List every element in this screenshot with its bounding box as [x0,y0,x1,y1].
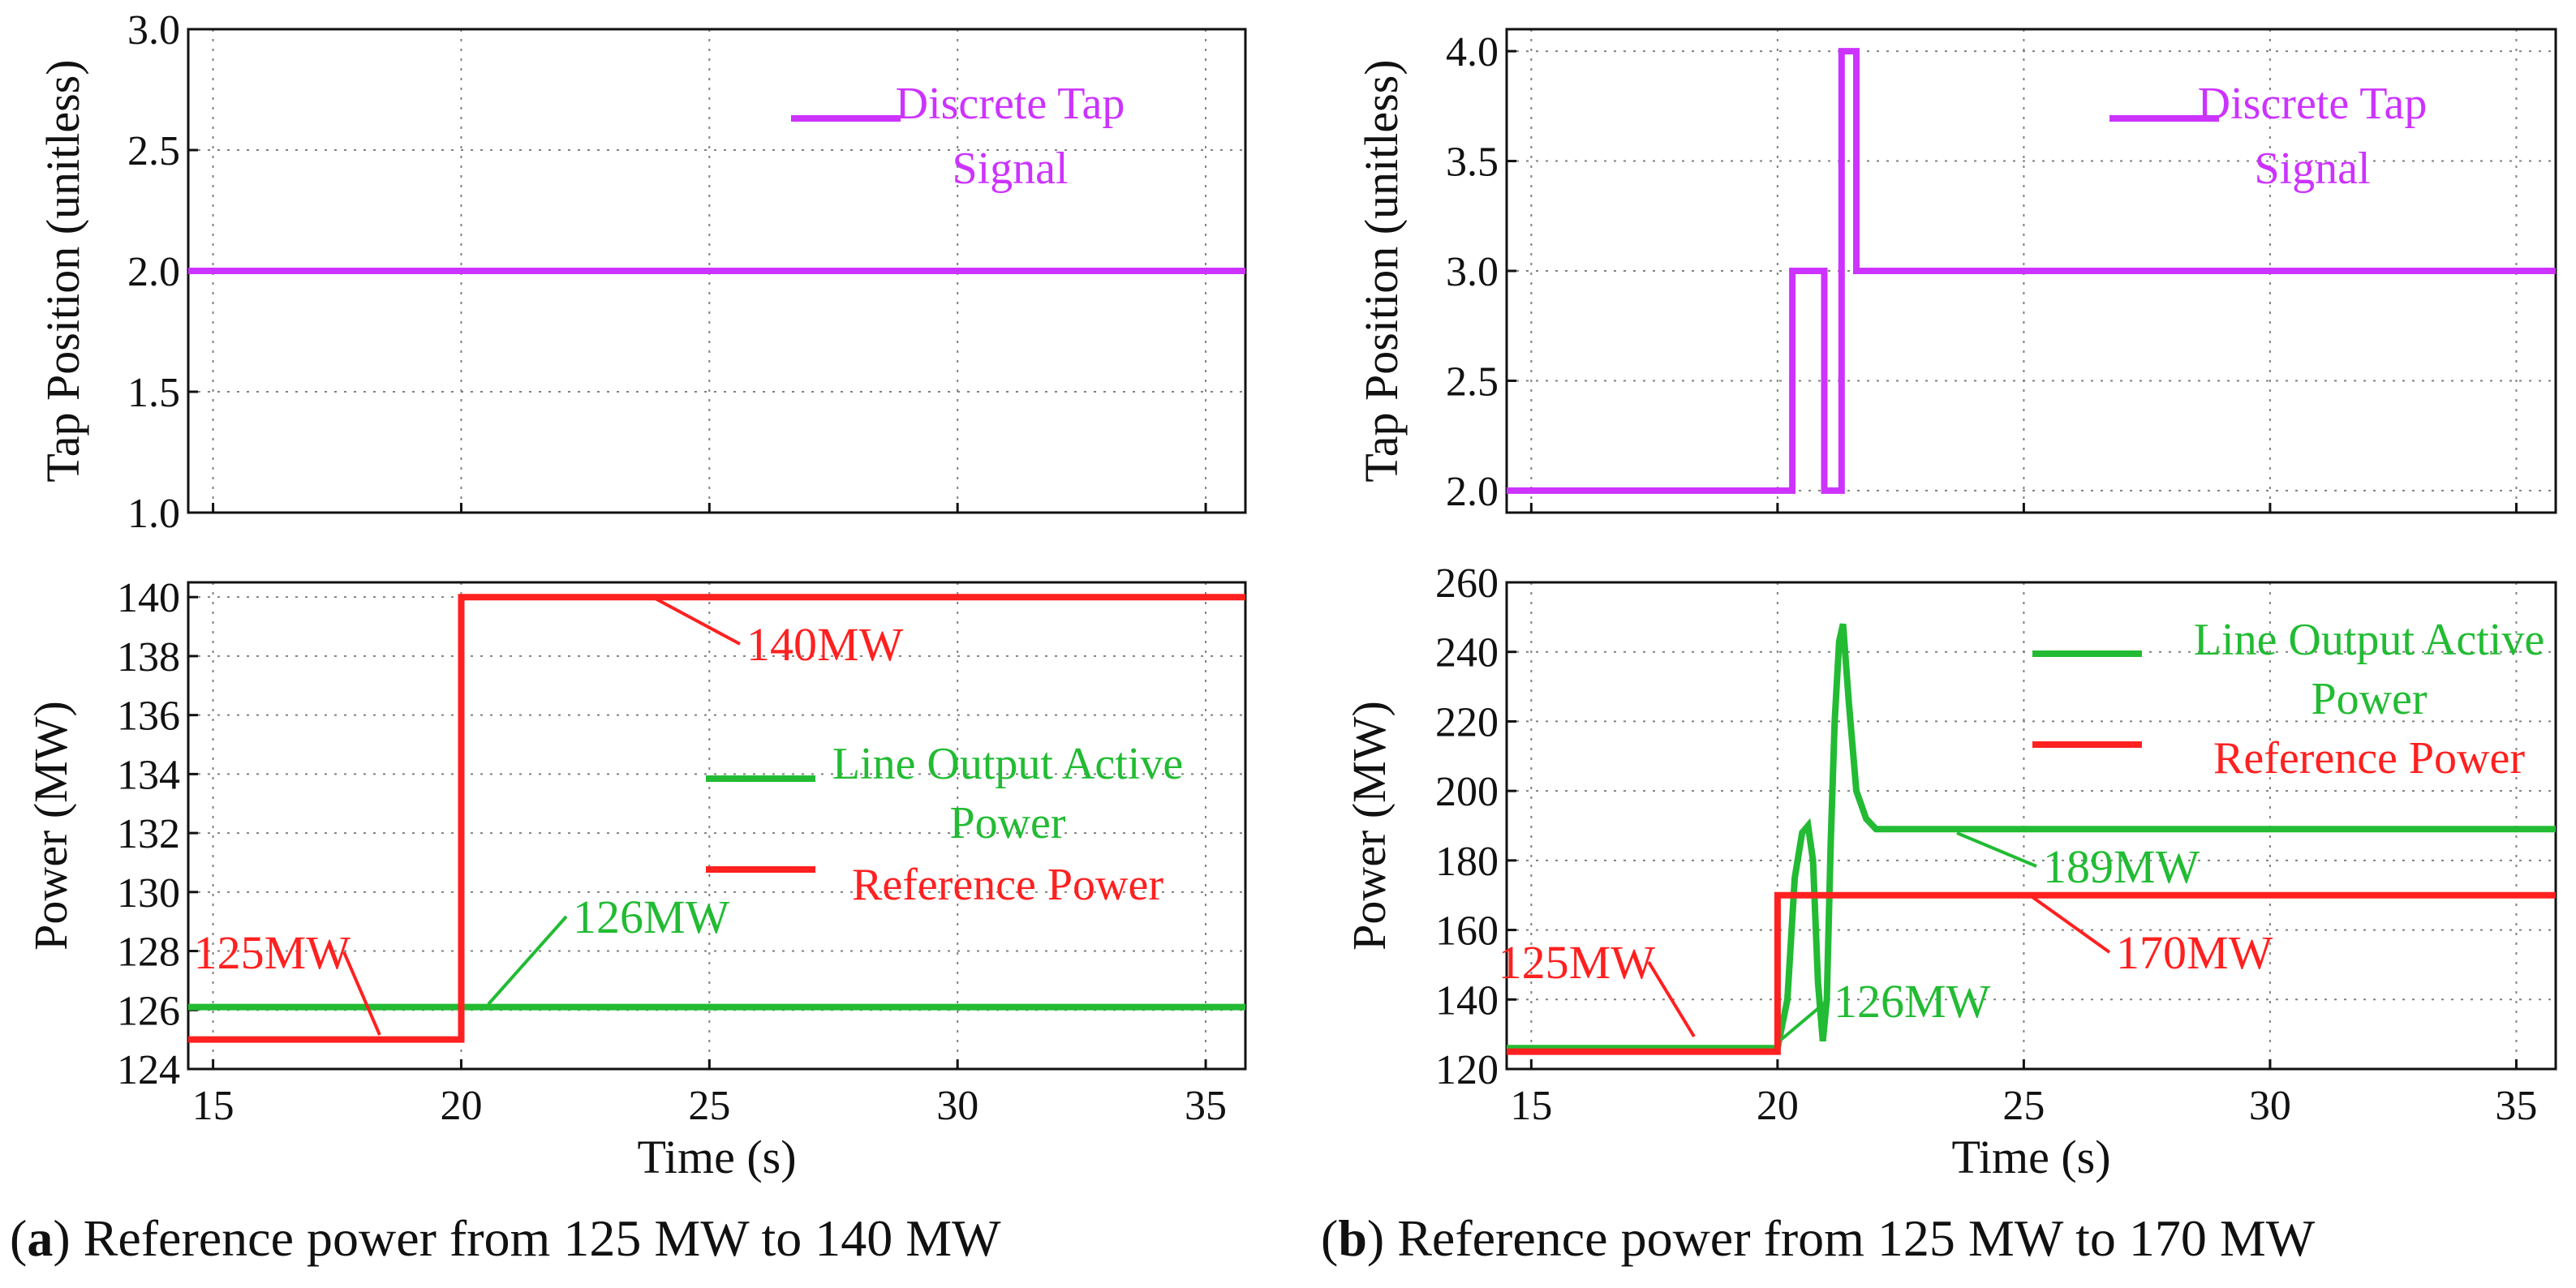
annotation-label: 125MW [1499,936,1656,989]
y-tick-label: 1.0 [127,491,180,537]
plot-frame [187,581,1247,1071]
y-tick-label: 160 [1435,908,1499,955]
annotation-leader [1779,999,1829,1041]
panel-a-tap-position: 1.0 1.5 2.0 2.5 3.0 Tap Position (unitless) Di… [37,7,1247,537]
legend-label: Discrete Tap [896,79,1125,129]
series-reference-power [188,594,1245,1043]
annotation-label: 125MW [194,926,351,979]
annotation-leader [487,915,568,1006]
panel-b-power: 120 140 160 180 200 220 240 260 15 20 25 30 35 Power … [1343,560,2557,1183]
y-tick-label: 124 [117,1047,180,1093]
annotation-leader [342,951,381,1036]
y-tick-label: 140 [117,575,180,621]
plot-frame [1505,581,2557,1071]
y-tick-label: 2.0 [1446,469,1499,515]
caption-a: (a) Reference power from 125 MW to 140 M… [10,1209,1001,1267]
y-tick-label: 1.5 [127,370,180,416]
y-tick-label: 134 [117,752,180,798]
y-tick-label: 3.0 [127,7,180,54]
y-tick-label: 3.5 [1446,140,1499,186]
legend-label: Reference Power [2213,733,2525,784]
legend-label: Line Output Active [2194,615,2544,665]
annotation-label: 126MW [573,891,730,943]
y-tick-label: 136 [117,693,180,740]
x-tick-label: 15 [1510,1083,1552,1129]
y-tick-label: 240 [1435,630,1499,676]
x-tick-label: 15 [192,1083,234,1129]
annotation-label: 189MW [2043,840,2200,893]
y-tick-label: 132 [117,811,180,857]
y-tick-label: 128 [117,930,180,976]
caption-a-text: ) Reference power from 125 MW to 140 MW [53,1209,1001,1267]
series-discrete-tap-signal [1507,48,2556,494]
x-tick-label: 25 [2002,1083,2045,1129]
legend-label: Discrete Tap [2198,79,2428,129]
x-tick-label: 30 [2249,1083,2291,1129]
legend-label: Line Output Active [832,739,1183,789]
caption-b: (b) Reference power from 125 MW to 170 M… [1321,1209,2316,1267]
caption-b-open: ( [1321,1209,1338,1267]
y-tick-label: 3.0 [1446,249,1499,295]
y-tick-label: 200 [1435,769,1499,815]
annotation-label: 140MW [746,618,904,671]
caption-b-text: ) Reference power from 125 MW to 170 MW [1367,1209,2316,1267]
y-axis-label: Power (MW) [1343,701,1396,951]
legend-label: Reference Power [852,860,1163,910]
panel-a-power: 124 126 128 130 132 134 136 138 140 15 20 25 30 35 Pow… [24,575,1247,1183]
y-tick-label: 4.0 [1446,29,1499,75]
y-tick-label: 260 [1435,560,1499,607]
x-axis-label: Time (s) [637,1131,796,1183]
y-tick-label: 120 [1435,1047,1499,1093]
x-tick-label: 25 [688,1083,730,1129]
x-tick-label: 20 [1757,1083,1799,1129]
x-tick-label: 35 [2495,1083,2537,1129]
y-axis-label: Power (MW) [24,701,77,951]
y-tick-label: 2.0 [127,249,180,295]
legend-label: Power [949,798,1065,848]
caption-a-letter: a [27,1209,53,1267]
y-axis-label: Tap Position (unitless) [37,59,89,482]
caption-b-letter: b [1338,1209,1367,1267]
y-tick-label: 126 [117,988,180,1034]
annotation-leader [1956,831,2037,868]
legend-label: Signal [952,144,1068,194]
annotation-leader [2031,895,2111,954]
y-tick-label: 138 [117,634,180,680]
annotation-label: 170MW [2116,926,2273,979]
y-tick-label: 2.5 [127,128,180,174]
annotation-leader [1647,960,1696,1038]
y-tick-label: 130 [117,870,180,917]
x-axis-label: Time (s) [1951,1131,2110,1183]
caption-a-open: ( [10,1209,27,1267]
x-tick-label: 35 [1185,1083,1227,1129]
legend-label: Signal [2254,144,2370,194]
y-tick-label: 140 [1435,977,1499,1024]
legend-label: Power [2311,674,2427,724]
x-tick-label: 30 [936,1083,978,1129]
panel-b-tap-position: 2.0 2.5 3.0 3.5 4.0 Tap Position (unitless) Di… [1355,28,2557,515]
y-tick-label: 180 [1435,839,1499,885]
y-tick-label: 220 [1435,699,1499,745]
annotation-leader [652,595,741,646]
x-tick-label: 20 [440,1083,482,1129]
y-tick-label: 2.5 [1446,358,1499,405]
series-reference-power [1507,891,2556,1055]
y-axis-label: Tap Position (unitless) [1355,59,1408,482]
series-line-output-active-power [1507,623,2556,1052]
annotation-label: 126MW [1834,975,1991,1028]
